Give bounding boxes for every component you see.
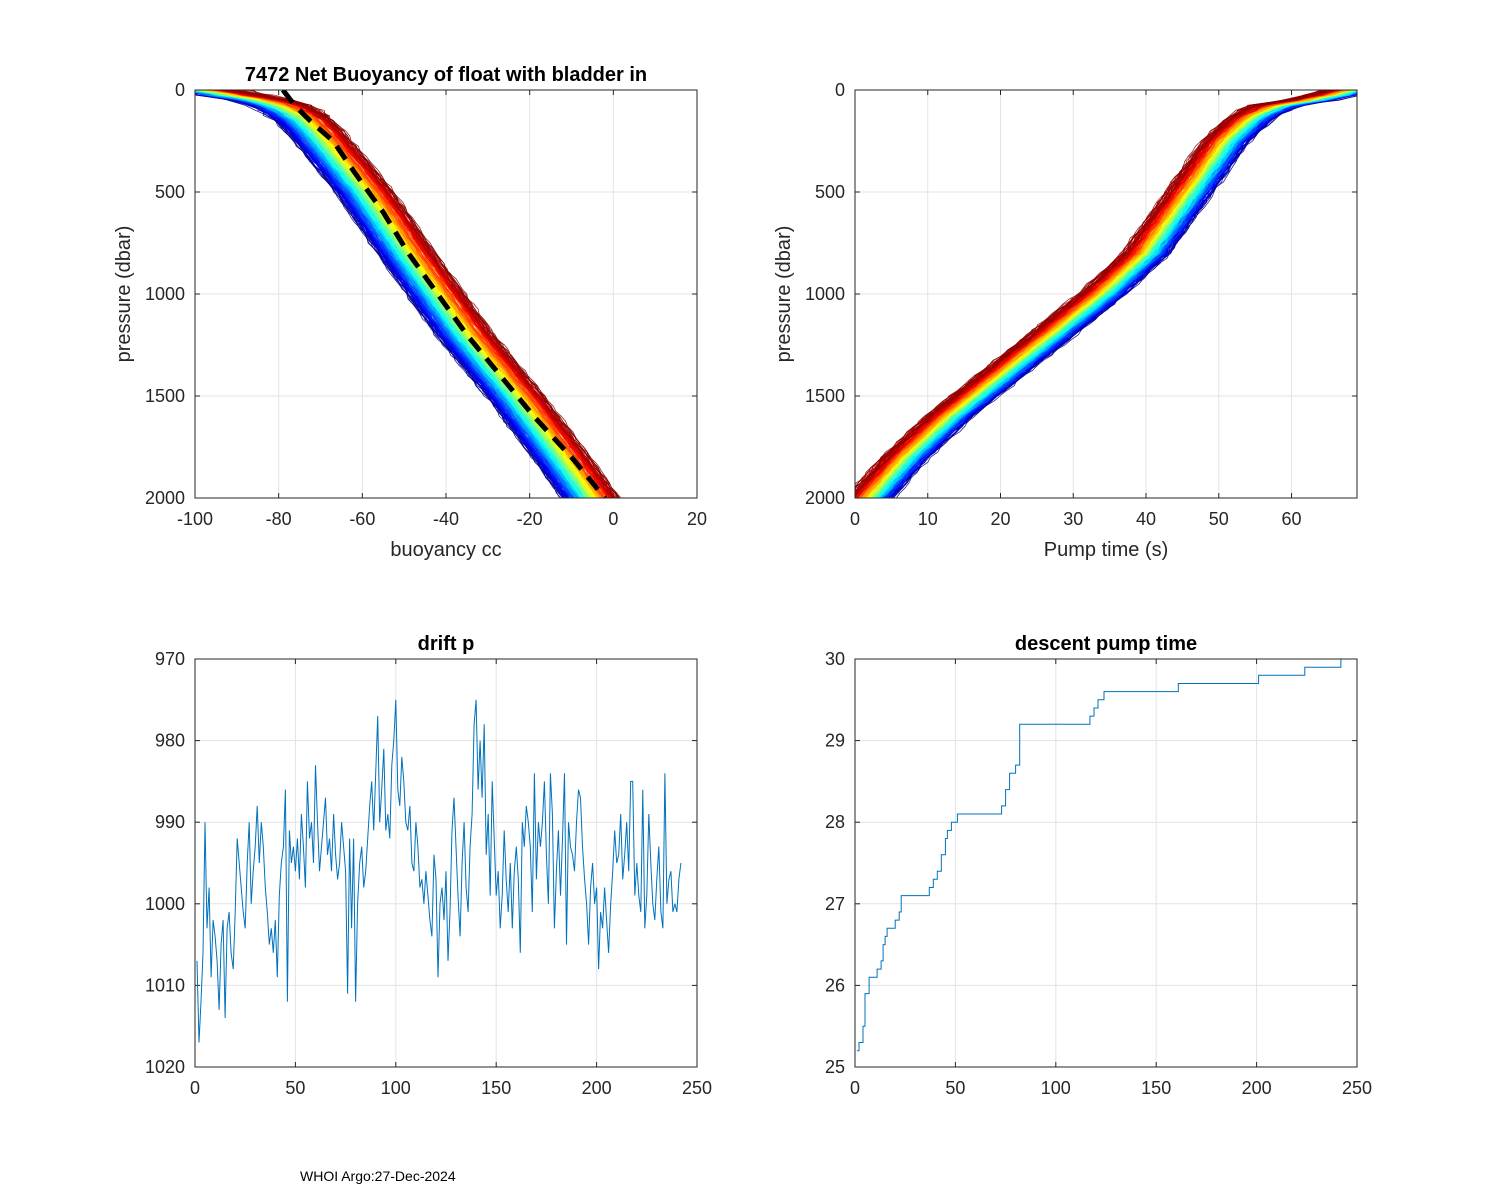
- axes-frame: [854, 89, 1358, 499]
- y-tick-label: 1500: [805, 386, 845, 406]
- x-tick-label: 250: [1342, 1078, 1372, 1098]
- profile-line: [864, 90, 1342, 498]
- profile-line: [855, 90, 1326, 490]
- x-tick-label: 0: [850, 509, 860, 529]
- profile-lines: [855, 90, 1357, 498]
- x-tick-label: 0: [190, 1078, 200, 1098]
- y-tick-label: 970: [155, 649, 185, 669]
- panel-descent-pump-time: 0 50 100 150 200 250 25 26 27 28 29 30 descent pump …: [825, 633, 1372, 1098]
- panel-pump-time: 0 10 20 30 40 50 60 0 500 1000 1500 2000 Pump time (…: [773, 80, 1358, 561]
- profile-line: [855, 90, 1331, 488]
- y-tick-label: 2000: [805, 488, 845, 508]
- y-tick-label: 27: [825, 894, 845, 914]
- profile-line: [196, 90, 570, 498]
- profile-line: [195, 91, 576, 498]
- x-tick-label: 50: [285, 1078, 305, 1098]
- y-tick-label: 28: [825, 812, 845, 832]
- drift-pressure-series-line: [196, 699, 682, 1043]
- y-tick-label: 25: [825, 1057, 845, 1077]
- panel-net-buoyancy: -100 -80 -60 -40 -20 0 20 0 500 1000 1500 2000 7472 …: [113, 64, 707, 561]
- profile-line: [878, 90, 1357, 498]
- x-tick-label: 60: [1282, 509, 1302, 529]
- x-tick-label: 10: [918, 509, 938, 529]
- profile-line: [888, 92, 1357, 498]
- axes-frame: [194, 89, 698, 499]
- y-tick-label: 990: [155, 812, 185, 832]
- axes-frame: [854, 658, 1358, 1068]
- axes-frame: [194, 658, 698, 1068]
- profile-line: [248, 90, 622, 498]
- profile-line: [863, 90, 1351, 498]
- x-tick-label: 20: [687, 509, 707, 529]
- profile-line: [855, 90, 1326, 497]
- profile-line: [855, 90, 1335, 496]
- y-axis-label: pressure (dbar): [113, 226, 135, 363]
- profile-line: [861, 90, 1340, 498]
- x-tick-label: 100: [1041, 1078, 1071, 1098]
- y-tick-label: 0: [175, 80, 185, 100]
- y-tick-label: 500: [815, 182, 845, 202]
- y-tick-label: 500: [155, 182, 185, 202]
- x-tick-label: 40: [1136, 509, 1156, 529]
- profile-line: [195, 91, 564, 498]
- x-tick-label: 150: [1141, 1078, 1171, 1098]
- profile-line: [195, 90, 576, 498]
- x-tick-label: -60: [349, 509, 375, 529]
- y-axis-label: pressure (dbar): [773, 226, 795, 363]
- profile-line: [891, 93, 1357, 498]
- plot-title: drift p: [418, 633, 475, 655]
- x-tick-label: 100: [381, 1078, 411, 1098]
- profile-line: [252, 90, 613, 498]
- profile-line: [865, 90, 1340, 498]
- profile-line: [198, 90, 582, 498]
- x-tick-label: 150: [481, 1078, 511, 1098]
- x-axis-label: Pump time (s): [1044, 539, 1168, 561]
- y-tick-label: 1500: [145, 386, 185, 406]
- plot-title: descent pump time: [1015, 633, 1197, 655]
- panel-drift-pressure: 0 50 100 150 200 250 970 980 990 1000 1010 1020 drif…: [145, 633, 712, 1098]
- x-tick-label: 0: [608, 509, 618, 529]
- x-tick-label: -100: [177, 509, 213, 529]
- profile-line: [227, 90, 620, 498]
- y-tick-label: 1010: [145, 975, 185, 995]
- y-tick-label: 1000: [805, 284, 845, 304]
- y-tick-label: 2000: [145, 488, 185, 508]
- profile-line: [883, 91, 1357, 498]
- footer-text: WHOI Argo:27-Dec-2024: [300, 1168, 456, 1184]
- x-tick-label: 30: [1063, 509, 1083, 529]
- x-tick-label: -20: [517, 509, 543, 529]
- profile-line: [886, 90, 1357, 498]
- x-tick-label: -80: [266, 509, 292, 529]
- x-tick-label: 50: [1209, 509, 1229, 529]
- profile-line: [216, 90, 610, 498]
- profile-line: [195, 90, 572, 498]
- descent-pump-time-step-line: [857, 659, 1342, 1052]
- profile-line: [220, 90, 583, 498]
- plot-title: 7472 Net Buoyancy of float with bladder …: [245, 64, 647, 86]
- y-tick-label: 0: [835, 80, 845, 100]
- x-tick-label: 0: [850, 1078, 860, 1098]
- x-tick-label: 20: [990, 509, 1010, 529]
- y-tick-label: 980: [155, 731, 185, 751]
- profile-lines: [195, 90, 622, 498]
- x-axis-label: buoyancy cc: [390, 539, 501, 561]
- y-tick-label: 29: [825, 731, 845, 751]
- x-tick-label: 200: [1242, 1078, 1272, 1098]
- x-tick-label: 50: [945, 1078, 965, 1098]
- profile-line: [879, 90, 1357, 498]
- y-tick-label: 26: [825, 975, 845, 995]
- y-tick-label: 1000: [145, 894, 185, 914]
- x-tick-label: -40: [433, 509, 459, 529]
- y-tick-label: 1000: [145, 284, 185, 304]
- y-tick-label: 30: [825, 649, 845, 669]
- profile-line: [216, 90, 606, 498]
- y-tick-label: 1020: [145, 1057, 185, 1077]
- x-tick-label: 250: [682, 1078, 712, 1098]
- x-tick-label: 200: [582, 1078, 612, 1098]
